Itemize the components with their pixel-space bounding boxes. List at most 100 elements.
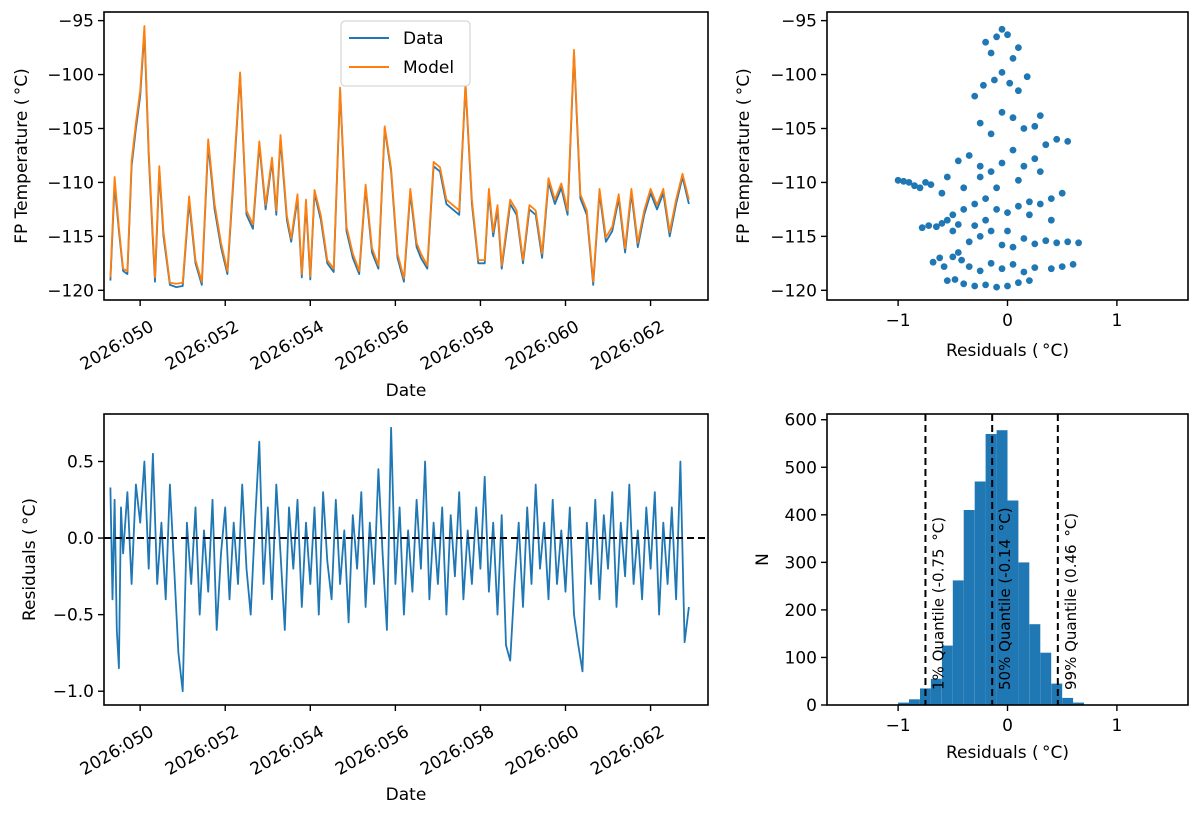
scatter-point (922, 179, 929, 186)
histogram-xlabel: Residuals ( °C) (946, 743, 1069, 763)
timeseries-frame (103, 11, 709, 301)
scatter-point (954, 221, 962, 228)
scatter-ytick-label: −120 (770, 281, 817, 301)
residuals-xtick-label: 2026:052 (162, 722, 243, 780)
scatter-point (1020, 125, 1028, 132)
scatter-point (938, 220, 946, 227)
scatter-point (976, 162, 984, 170)
histogram-bar (952, 580, 964, 705)
histogram-ylabel: N (753, 553, 773, 566)
scatter-ytick-label: −110 (770, 173, 817, 193)
residuals-xlabel: Date (386, 785, 427, 805)
timeseries-ytick-label: −95 (58, 12, 94, 32)
scatter-point (998, 108, 1006, 116)
scatter-point (905, 179, 913, 186)
scatter-point (911, 182, 918, 190)
histogram-xtick-label: 0 (1002, 716, 1013, 736)
scatter-point (1047, 216, 1055, 224)
residuals-ytick-label: −0.5 (53, 606, 94, 626)
scatter-point (976, 267, 984, 275)
scatter-point (933, 223, 940, 231)
scatter-point (965, 263, 973, 270)
scatter-point (943, 216, 951, 224)
scatter-point (949, 253, 957, 261)
timeseries-xtick-label: 2026:060 (502, 317, 583, 375)
scatter-frame (826, 11, 1189, 301)
legend: Data Model (340, 20, 471, 87)
residuals-xtick-label: 2026:062 (587, 722, 668, 780)
scatter-point (1009, 146, 1017, 154)
scatter-point (998, 25, 1006, 33)
scatter-point (982, 216, 989, 224)
scatter-point (976, 119, 984, 127)
residuals-ytick-label: 0.0 (67, 529, 94, 549)
scatter-point (1026, 198, 1033, 206)
scatter-point (1053, 239, 1061, 247)
scatter-point (993, 283, 1000, 291)
histogram-bar (1062, 697, 1074, 705)
scatter-point (1009, 261, 1017, 268)
scatter-xtick-label: 0 (1002, 311, 1013, 331)
scatter-point (1075, 239, 1082, 247)
scatter-ylabel: FP Temperature ( °C) (734, 68, 754, 244)
histogram-bar (1051, 683, 1063, 705)
scatter-point (998, 69, 1006, 76)
scatter-point (971, 282, 979, 290)
histogram-ytick-label: 400 (785, 506, 817, 526)
legend-model-label: Model (403, 58, 454, 78)
scatter-point (894, 176, 902, 184)
scatter-point (916, 184, 924, 192)
scatter-xtick-label: −1 (886, 311, 911, 331)
scatter-point (987, 49, 995, 57)
histogram-bar (1018, 562, 1030, 705)
timeseries-xtick-label: 2026:054 (247, 317, 328, 375)
scatter-point (1004, 209, 1011, 217)
scatter-point (1020, 235, 1028, 242)
timeseries-xtick-label: 2026:052 (162, 317, 243, 375)
scatter-point (1064, 238, 1072, 246)
scatter-point (1031, 264, 1039, 271)
scatter-point (965, 238, 973, 246)
timeseries-xtick-label: 2026:062 (587, 317, 668, 375)
scatter-point (949, 227, 957, 235)
scatter-point (1047, 195, 1055, 203)
scatter-point (982, 281, 989, 289)
histogram-bar (909, 699, 920, 705)
timeseries-ytick-label: −105 (47, 119, 94, 139)
histogram-xtick-label: 1 (1111, 716, 1122, 736)
histogram-xtick-label: −1 (886, 716, 911, 736)
scatter-point (1015, 44, 1022, 51)
scatter-point (1026, 277, 1033, 284)
legend-data-label: Data (403, 29, 444, 49)
histogram-axes: 1% Quantile (-0.75 °C) 50% Quantile (-0.1… (753, 411, 1189, 763)
scatter-point (987, 259, 995, 267)
quantile-label: 50% Quantile (-0.14 °C) (996, 507, 1014, 690)
scatter-point (1009, 55, 1017, 62)
residuals-frame (103, 413, 709, 706)
residuals-xtick-label: 2026:058 (417, 722, 498, 780)
scatter-point (1047, 265, 1055, 273)
scatter-point (960, 184, 968, 192)
scatter-point (940, 263, 948, 270)
scatter-point (1015, 202, 1022, 210)
scatter-axes: −120 −115 −110 −105 −100 −95 −1 0 1 Residuals ( °… (734, 11, 1189, 361)
scatter-point (987, 168, 995, 176)
timeseries-xtick-label: 2026:050 (77, 317, 158, 375)
scatter-point (1053, 135, 1061, 143)
histogram-bar (985, 434, 997, 705)
histogram-bar (920, 688, 931, 705)
scatter-point (987, 130, 995, 138)
scatter-point (958, 256, 965, 264)
scatter-point (1036, 168, 1044, 176)
scatter-point (1004, 31, 1011, 39)
histogram-bar (930, 678, 942, 705)
scatter-point (960, 280, 968, 288)
scatter-point (927, 181, 935, 189)
histogram-ytick-label: 600 (785, 411, 817, 431)
scatter-ytick-label: −105 (770, 119, 817, 139)
timeseries-ytick-label: −110 (47, 173, 94, 193)
scatter-point (1042, 237, 1050, 245)
scatter-point (998, 241, 1006, 249)
scatter-point (998, 159, 1006, 167)
